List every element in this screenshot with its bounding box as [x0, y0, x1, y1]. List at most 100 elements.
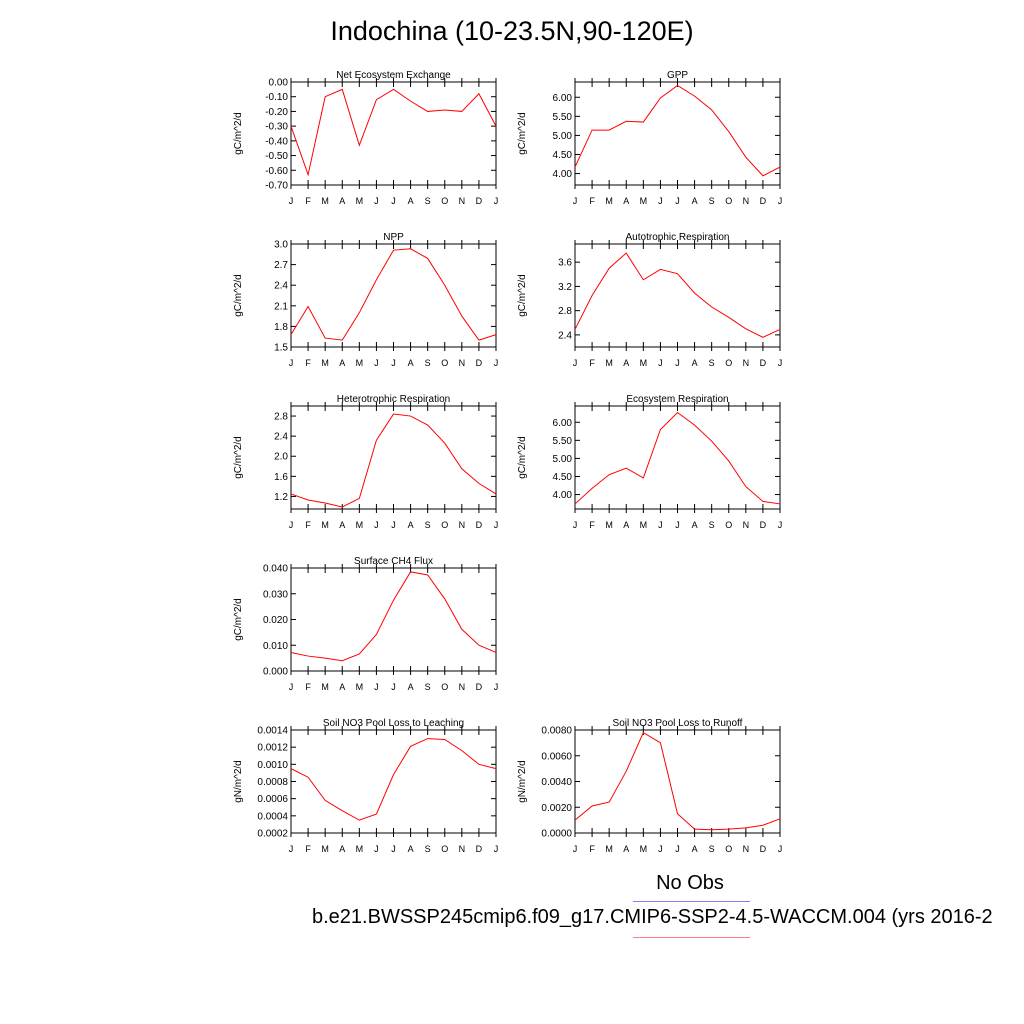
y-tick-label: 5.00 [553, 454, 573, 465]
y-tick-label: 1.6 [274, 472, 288, 483]
plot-frame [574, 81, 781, 186]
x-tick-label: J [391, 682, 396, 692]
x-tick-label: M [640, 844, 648, 854]
x-tick-label: N [743, 844, 750, 854]
x-tick-label: J [374, 520, 379, 530]
y-tick-label: 1.2 [274, 492, 288, 503]
x-tick-label: F [305, 844, 311, 854]
x-tick-label: J [494, 520, 499, 530]
y-axis-label: gC/m^2/d [517, 274, 528, 317]
x-tick-label: J [573, 520, 578, 530]
y-tick-label: 2.1 [274, 301, 288, 312]
x-tick-label: M [640, 358, 648, 368]
y-tick-label: 4.00 [553, 169, 573, 180]
plot-frame [290, 567, 497, 672]
y-tick-label: 0.000 [263, 667, 288, 678]
y-tick-label: 0.0014 [257, 726, 288, 737]
y-tick-label: 2.4 [274, 281, 288, 292]
x-tick-label: J [289, 358, 294, 368]
x-tick-label: O [441, 196, 448, 206]
y-tick-label: 0.0080 [541, 726, 572, 737]
y-tick-label: 0.0012 [257, 743, 288, 754]
x-tick-label: O [725, 520, 732, 530]
x-tick-label: J [289, 196, 294, 206]
y-tick-label: 5.50 [553, 436, 573, 447]
x-tick-label: F [589, 844, 595, 854]
series-line [290, 248, 497, 341]
chart-title: Ecosystem Respiration [626, 394, 728, 405]
y-tick-label: -0.50 [265, 151, 288, 162]
x-tick-label: M [356, 844, 364, 854]
x-tick-label: F [305, 682, 311, 692]
legend-case-label: b.e21.BWSSP245cmip6.f09_g17.CMIP6-SSP2-4… [312, 906, 993, 928]
x-tick-label: J [391, 844, 396, 854]
x-tick-label: D [476, 682, 483, 692]
x-tick-label: A [339, 358, 345, 368]
legend-case-line [633, 937, 750, 938]
x-tick-label: O [441, 358, 448, 368]
y-tick-label: 4.50 [553, 150, 573, 161]
x-tick-label: D [760, 196, 767, 206]
x-tick-label: M [605, 358, 613, 368]
x-tick-label: J [573, 196, 578, 206]
x-tick-label: S [425, 196, 431, 206]
x-tick-label: M [356, 682, 364, 692]
x-tick-label: N [459, 358, 466, 368]
x-tick-label: A [339, 196, 345, 206]
y-tick-label: 0.0010 [257, 760, 288, 771]
x-tick-label: F [305, 358, 311, 368]
y-axis-label: gC/m^2/d [517, 112, 528, 155]
y-tick-label: 2.0 [274, 452, 288, 463]
x-tick-label: N [459, 682, 466, 692]
x-tick-label: J [573, 358, 578, 368]
x-tick-label: J [374, 196, 379, 206]
series-line [574, 411, 781, 505]
y-tick-label: 1.5 [274, 343, 288, 354]
y-tick-label: 2.8 [558, 306, 572, 317]
x-tick-label: A [623, 358, 629, 368]
y-tick-label: -0.60 [265, 166, 288, 177]
x-tick-label: M [605, 844, 613, 854]
x-tick-label: S [425, 682, 431, 692]
y-tick-label: 4.00 [553, 490, 573, 501]
x-tick-label: D [476, 520, 483, 530]
x-tick-label: A [408, 682, 414, 692]
y-tick-label: 6.00 [553, 418, 573, 429]
y-tick-label: 0.040 [263, 564, 288, 575]
x-tick-label: N [743, 358, 750, 368]
y-tick-label: 0.00 [269, 78, 289, 89]
x-tick-label: J [658, 358, 663, 368]
x-tick-label: J [778, 844, 783, 854]
x-tick-label: A [408, 358, 414, 368]
x-tick-label: F [589, 358, 595, 368]
x-tick-label: N [743, 520, 750, 530]
x-tick-label: S [709, 358, 715, 368]
x-tick-label: J [391, 196, 396, 206]
x-tick-label: M [321, 358, 329, 368]
x-tick-label: J [494, 358, 499, 368]
x-tick-label: O [441, 844, 448, 854]
x-tick-label: J [675, 520, 680, 530]
chart-title: Soil NO3 Pool Loss to Leaching [323, 718, 464, 729]
x-tick-label: A [408, 196, 414, 206]
x-tick-label: J [675, 196, 680, 206]
y-tick-label: 0.010 [263, 641, 288, 652]
plot-frame [574, 243, 781, 348]
y-axis-label: gC/m^2/d [233, 274, 244, 317]
x-tick-label: M [321, 520, 329, 530]
x-tick-label: A [339, 682, 345, 692]
y-tick-label: 0.0000 [541, 829, 572, 840]
x-tick-label: A [623, 844, 629, 854]
x-tick-label: J [573, 844, 578, 854]
x-tick-label: M [356, 196, 364, 206]
chart-title: Autotrophic Respiration [626, 232, 730, 243]
plot-frame [574, 405, 781, 510]
y-tick-label: 0.0004 [257, 811, 288, 822]
x-tick-label: J [658, 196, 663, 206]
y-tick-label: 2.4 [558, 330, 572, 341]
x-tick-label: J [494, 844, 499, 854]
x-tick-label: N [459, 844, 466, 854]
series-line [290, 571, 497, 662]
